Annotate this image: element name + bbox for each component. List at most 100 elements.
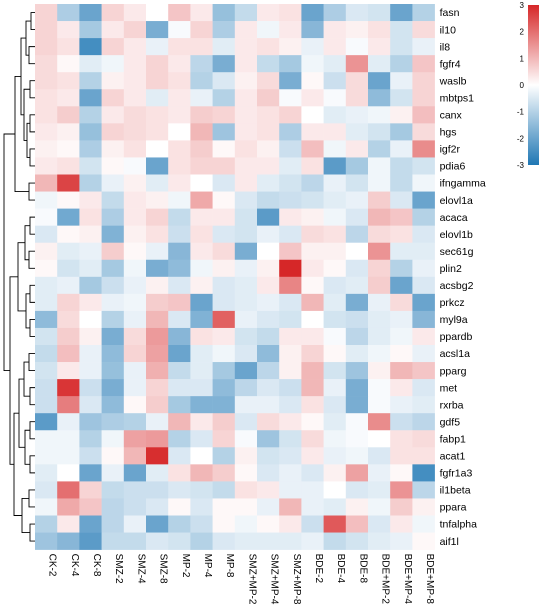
heatmap-cell [168, 327, 191, 346]
heatmap-cell [190, 38, 213, 56]
heatmap-cell [146, 38, 169, 56]
heatmap-cell [368, 464, 391, 482]
heatmap-cell [234, 345, 258, 363]
heatmap-cell [257, 532, 280, 550]
heatmap-cell [35, 413, 58, 431]
heatmap-cell [323, 21, 347, 39]
heatmap-cell [390, 532, 413, 550]
heatmap-cell [301, 38, 324, 56]
heatmap-cell [234, 157, 258, 175]
heatmap-cell [123, 379, 147, 397]
heatmap-cell [57, 225, 80, 243]
heatmap-cell [368, 72, 391, 90]
heatmap-cell [101, 447, 125, 465]
row-label: aif1l [440, 536, 459, 548]
heatmap-cell [345, 55, 369, 73]
heatmap-cell [101, 208, 125, 226]
heatmap-cell [234, 379, 258, 397]
heatmap-cell [257, 140, 280, 158]
heatmap-cell [279, 362, 302, 380]
heatmap-cell [35, 532, 58, 550]
heatmap-cell [168, 481, 191, 499]
heatmap-cell [168, 191, 191, 209]
column-label: SMZ-2 [113, 554, 124, 584]
heatmap-cell [35, 38, 58, 56]
heatmap-cell [212, 345, 236, 363]
heatmap-cell [190, 106, 213, 124]
heatmap-cell [257, 72, 280, 90]
heatmap-cell [146, 464, 169, 482]
heatmap-cell [345, 464, 369, 482]
heatmap-cell [101, 157, 125, 175]
heatmap-cell [412, 55, 435, 73]
heatmap-cell [323, 225, 347, 243]
heatmap-cell [123, 38, 147, 56]
row-label: plin2 [440, 263, 462, 275]
heatmap-cell [146, 225, 169, 243]
row-label: il8 [440, 41, 451, 53]
heatmap-cell [279, 430, 302, 448]
heatmap-cell [323, 191, 347, 209]
heatmap-cell [190, 532, 213, 550]
heatmap-cell [190, 481, 213, 499]
heatmap-cell [146, 396, 169, 414]
heatmap-cell [345, 157, 369, 175]
heatmap-cell [57, 327, 80, 346]
heatmap-cell [390, 208, 413, 226]
heatmap-cell [412, 225, 435, 243]
heatmap-cell [212, 4, 236, 22]
heatmap-cell [101, 72, 125, 90]
heatmap-cell [412, 4, 435, 22]
heatmap-cell [368, 21, 391, 39]
heatmap-cell [212, 498, 236, 516]
heatmap-cell [123, 123, 147, 141]
heatmap-cell [257, 379, 280, 397]
heatmap-cell [412, 106, 435, 124]
column-label: SMZ-8 [158, 554, 169, 584]
heatmap-cell [234, 72, 258, 90]
heatmap-cell [257, 413, 280, 431]
heatmap-cell [323, 208, 347, 226]
heatmap-cell [79, 481, 102, 499]
heatmap-cell [390, 38, 413, 56]
heatmap-cell [412, 123, 435, 141]
heatmap-cell [234, 481, 258, 499]
heatmap-cell [234, 106, 258, 124]
heatmap-cell [368, 55, 391, 73]
heatmap-cell [345, 447, 369, 465]
heatmap-cell [323, 430, 347, 448]
heatmap-cell [190, 242, 213, 261]
heatmap-cell [35, 174, 58, 192]
heatmap-cell [279, 191, 302, 209]
heatmap-cell [101, 123, 125, 141]
heatmap-cell [390, 123, 413, 141]
heatmap-cell [146, 259, 169, 278]
heatmap-cell [368, 89, 391, 107]
heatmap-cell [368, 208, 391, 226]
heatmap-cell [323, 379, 347, 397]
heatmap-cell [212, 481, 236, 499]
heatmap-cell [123, 447, 147, 465]
row-labels: fasn il10 il8 fgfr4 waslb mbtps1 canx hgs igf2r p… [439, 7, 486, 548]
heatmap-cell [390, 481, 413, 499]
heatmap-cell [390, 242, 413, 261]
heatmap-cell [345, 327, 369, 346]
heatmap-cell [257, 4, 280, 22]
column-label: BDE-4 [335, 554, 346, 584]
heatmap-cell [279, 515, 302, 533]
dendrogram-branch [29, 523, 35, 542]
heatmap-cell [168, 396, 191, 414]
heatmap-cell [234, 413, 258, 431]
heatmap-cell [412, 481, 435, 499]
heatmap-cell [234, 38, 258, 56]
heatmap-cell [146, 430, 169, 448]
heatmap-cell [234, 498, 258, 516]
heatmap-cell [234, 362, 258, 380]
heatmap-cell [101, 4, 125, 22]
heatmap-cell [257, 174, 280, 192]
heatmap-cell [368, 447, 391, 465]
heatmap-cell [412, 396, 435, 414]
heatmap-cell [190, 413, 213, 431]
heatmap-cell [257, 21, 280, 39]
heatmap-cell [57, 106, 80, 124]
